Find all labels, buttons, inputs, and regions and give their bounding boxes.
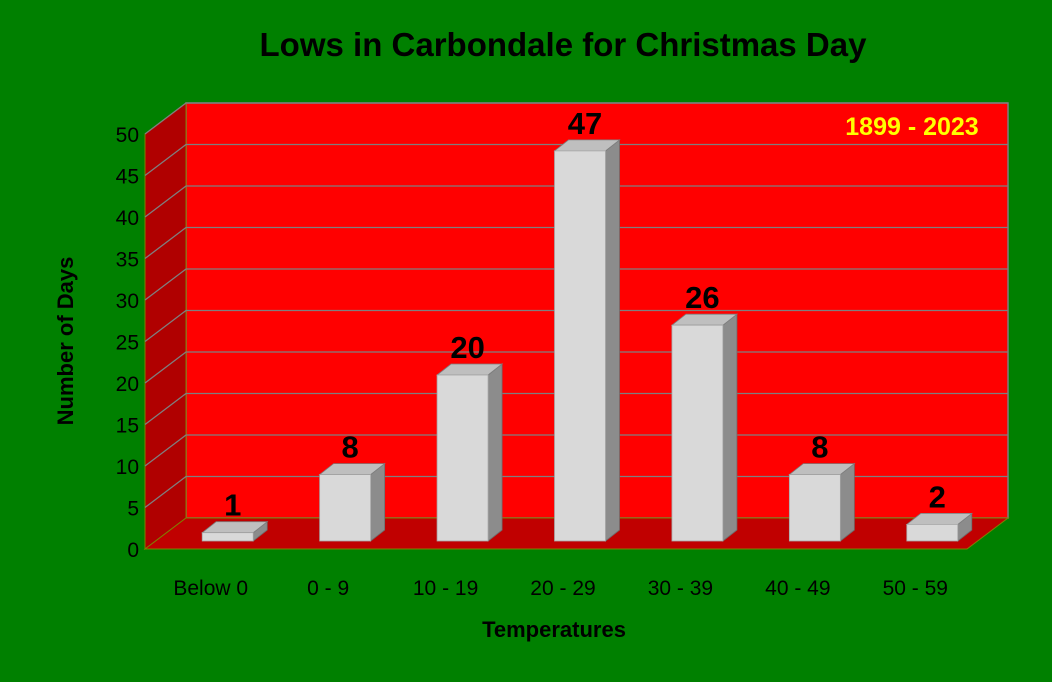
y-tick-label: 5 (127, 498, 139, 521)
bar-group: 2 (905, 479, 973, 542)
x-axis-ticks: Below 0 0 - 9 10 - 19 20 - 29 30 - 39 40 - 49… (173, 577, 948, 600)
gridline (144, 309, 1008, 343)
bar-group: 8 (318, 430, 386, 542)
y-tick-label: 35 (116, 249, 139, 272)
bar (319, 474, 372, 542)
y-tick-label: 10 (116, 456, 139, 479)
data-label: 8 (811, 430, 828, 465)
data-label: 8 (342, 430, 359, 465)
bar (554, 150, 606, 542)
bar-group: 8 (788, 430, 856, 542)
x-axis-label: Temperatures (482, 617, 626, 642)
gridline (144, 102, 1008, 135)
bar (788, 474, 841, 542)
x-tick-label: 20 - 29 (530, 577, 595, 600)
bar (671, 324, 724, 542)
gridline (144, 185, 1008, 218)
y-tick-label: 40 (116, 207, 139, 230)
y-axis-label: Number of Days (53, 257, 78, 426)
x-tick-label: 30 - 39 (648, 577, 713, 600)
bar (906, 524, 959, 542)
data-label: 2 (929, 479, 946, 514)
data-label: 47 (568, 106, 602, 141)
y-tick-label: 45 (116, 166, 139, 189)
bar-group: 1 (201, 488, 269, 542)
y-tick-label: 15 (116, 415, 139, 438)
bar-side (487, 363, 503, 542)
bar-side (605, 139, 620, 542)
y-tick-label: 30 (116, 290, 139, 313)
bar-group: 47 (553, 106, 621, 542)
bar-side (370, 462, 386, 542)
y-tick-label: 25 (116, 332, 139, 355)
x-tick-label: Below 0 (173, 577, 248, 600)
x-tick-label: 50 - 59 (883, 577, 948, 600)
annotation-year-range: 1899 - 2023 (845, 113, 978, 141)
data-label: 1 (224, 488, 241, 523)
bar (201, 532, 254, 542)
x-tick-label: 40 - 49 (765, 577, 830, 600)
bar-group: 20 (435, 330, 504, 542)
bar-side (722, 313, 738, 542)
chart-title: Lows in Carbondale for Christmas Day (260, 26, 868, 63)
y-tick-label: 20 (116, 373, 139, 396)
gridline (144, 143, 1008, 177)
y-tick-label: 0 (127, 539, 139, 562)
y-tick-label: 50 (116, 124, 139, 147)
bar-group: 26 (670, 280, 739, 542)
y-axis-ticks: 0 5 10 15 20 25 30 35 40 45 50 (116, 124, 139, 562)
x-tick-label: 0 - 9 (307, 577, 349, 600)
data-label: 26 (685, 280, 719, 315)
x-tick-label: 10 - 19 (413, 577, 478, 600)
data-label: 20 (450, 330, 484, 365)
bars: 1 8 20 47 26 8 2 (201, 106, 973, 542)
gridline (144, 226, 1008, 260)
gridline (144, 268, 1008, 301)
bar-side (839, 462, 855, 542)
bar (436, 374, 489, 542)
